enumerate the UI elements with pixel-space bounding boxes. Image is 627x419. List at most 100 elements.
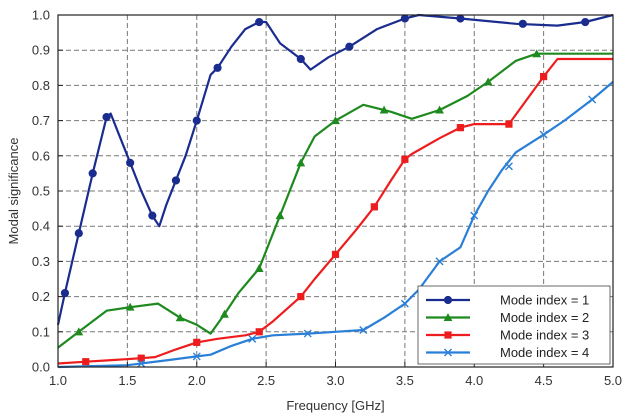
x-marker-stroke [588, 95, 597, 104]
x-tick-label: 1.0 [49, 373, 67, 388]
data-point [248, 334, 257, 343]
y-tick-label: 0.0 [32, 360, 50, 375]
x-marker-stroke [444, 348, 452, 357]
data-point [137, 354, 145, 362]
legend-marker [444, 331, 452, 339]
x-tick-label: 2.5 [257, 373, 275, 388]
data-point [470, 211, 479, 220]
data-point [296, 158, 306, 167]
legend-label: Mode index = 4 [500, 345, 589, 360]
y-axis-label: Modal significance [6, 138, 21, 245]
x-marker-stroke [435, 257, 444, 266]
data-point [540, 73, 548, 81]
data-point [125, 302, 135, 311]
data-point [581, 17, 590, 27]
data-point [331, 116, 340, 125]
x-marker-stroke [248, 334, 257, 343]
data-point [88, 169, 97, 178]
data-point [192, 116, 201, 125]
legend-marker [443, 313, 453, 322]
legend-label: Mode index = 1 [500, 293, 589, 308]
data-point [102, 112, 111, 122]
data-point [359, 326, 368, 335]
data-point [148, 211, 157, 220]
data-point [400, 299, 409, 308]
y-tick-label: 0.5 [32, 184, 50, 199]
legend-marker [444, 348, 452, 357]
data-point [297, 293, 305, 301]
y-tick-label: 0.8 [32, 78, 50, 93]
series-3 [57, 57, 613, 366]
x-axis-ticks: 1.0 1.5 2.0 2.5 3.0 3.5 4.0 4.5 5.0 [49, 362, 622, 388]
data-point [379, 105, 389, 114]
x-marker-stroke [137, 359, 146, 368]
data-point [275, 211, 285, 220]
data-point [255, 328, 263, 336]
legend-marker [443, 295, 453, 305]
data-point [370, 203, 378, 211]
data-point [213, 63, 222, 72]
x-marker-stroke [359, 326, 368, 335]
data-point [254, 264, 264, 272]
data-point [539, 130, 548, 139]
y-tick-label: 0.2 [32, 289, 50, 304]
data-point [126, 158, 135, 167]
series-line-1 [56, 13, 614, 326]
data-point [82, 358, 90, 366]
y-tick-label: 0.6 [32, 148, 50, 163]
data-point [331, 250, 340, 258]
data-point [483, 77, 493, 86]
series-line-3 [57, 57, 613, 365]
grid [58, 15, 613, 367]
x-marker-stroke [539, 130, 548, 139]
series-layer [56, 13, 614, 369]
data-point [345, 42, 354, 51]
data-point [435, 257, 444, 266]
data-point [435, 105, 444, 114]
data-point [137, 359, 146, 368]
series-2 [57, 49, 613, 349]
legend-label: Mode index = 3 [500, 328, 589, 343]
x-marker-stroke [470, 211, 479, 220]
y-tick-label: 1.0 [32, 8, 50, 23]
legend-entry: Mode index = 2 [426, 310, 589, 325]
y-tick-label: 0.7 [32, 113, 50, 128]
data-point [303, 329, 312, 338]
x-marker-stroke [400, 299, 409, 308]
series-4 [57, 81, 614, 369]
data-point [400, 14, 409, 23]
y-tick-label: 0.9 [32, 43, 50, 58]
legend-label: Mode index = 2 [500, 310, 589, 325]
x-tick-label: 5.0 [604, 373, 622, 388]
data-point [220, 309, 229, 318]
series-line-4 [57, 81, 614, 369]
x-tick-label: 3.0 [326, 373, 344, 388]
data-point [255, 17, 264, 27]
x-tick-label: 3.5 [396, 373, 414, 388]
x-tick-label: 1.5 [118, 373, 136, 388]
legend-entry: Mode index = 4 [426, 345, 589, 360]
x-tick-label: 2.0 [188, 373, 206, 388]
data-point [456, 14, 465, 23]
data-point [456, 124, 464, 132]
legend: Mode index = 1 Mode index = 2 Mode index =… [417, 285, 611, 365]
data-point [60, 288, 70, 298]
series-1 [56, 13, 614, 326]
x-marker-stroke [504, 162, 513, 171]
data-point [588, 95, 597, 104]
data-point [74, 327, 84, 336]
y-tick-label: 0.4 [32, 219, 50, 234]
x-marker-stroke [303, 329, 312, 338]
data-point [401, 155, 409, 163]
x-axis-label: Frequency [GHz] [286, 398, 384, 413]
data-point [296, 54, 305, 64]
data-point [518, 19, 527, 28]
legend-entry: Mode index = 3 [426, 328, 589, 343]
data-point [74, 229, 83, 238]
data-point [504, 162, 513, 171]
data-point [192, 352, 201, 361]
data-point [193, 338, 201, 346]
y-tick-label: 0.1 [32, 324, 50, 339]
x-tick-label: 4.0 [465, 373, 483, 388]
